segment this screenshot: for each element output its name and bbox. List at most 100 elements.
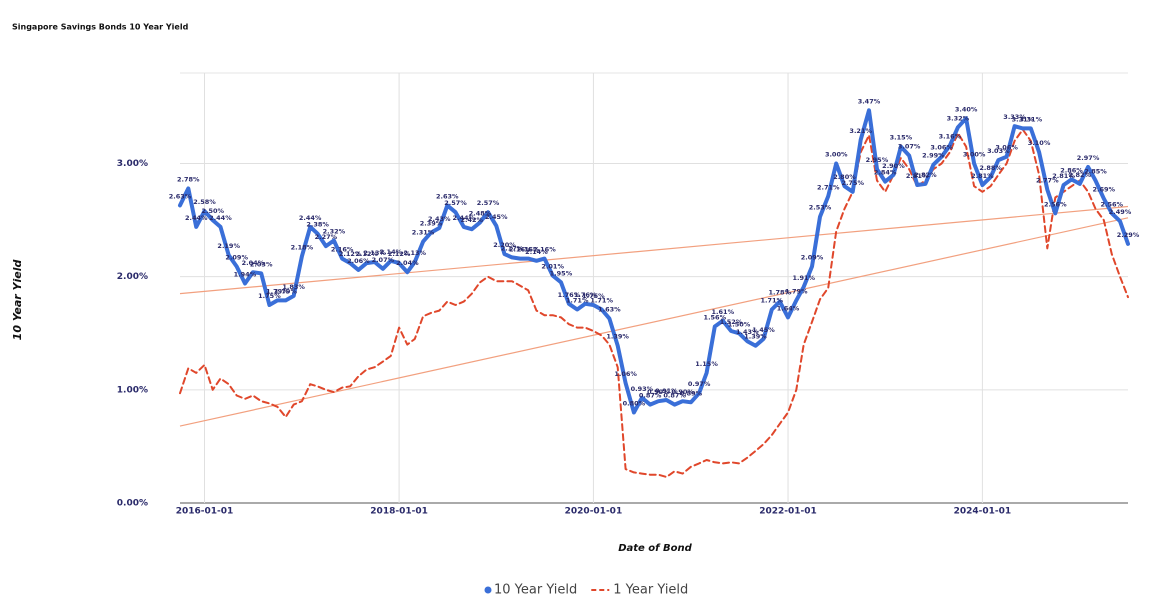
data-label: 1.79%	[266, 287, 289, 295]
data-label: 2.80%	[833, 173, 856, 181]
y-tick-label: 0.00%	[117, 499, 148, 509]
y-axis-label: 10 Year Yield	[11, 260, 24, 341]
data-label: 3.06%	[995, 144, 1018, 152]
x-tick-label: 2018-01-01	[370, 507, 428, 517]
data-label: 2.13%	[404, 249, 427, 257]
data-label: 2.03%	[250, 260, 273, 268]
data-label: 1.43%	[736, 328, 759, 336]
data-label: 2.69%	[1092, 186, 1115, 194]
data-label: 1.63%	[598, 306, 621, 314]
data-label: 1.91%	[792, 274, 815, 282]
series-line	[179, 128, 1129, 478]
data-label: 2.16%	[331, 246, 354, 254]
data-label: 1.39%	[744, 333, 767, 341]
data-label: 1.79%	[274, 287, 297, 295]
data-label: 3.07%	[898, 143, 921, 151]
data-label: 1.79%	[785, 287, 808, 295]
data-label: 3.00%	[963, 151, 986, 159]
data-label: 0.90%	[647, 388, 670, 396]
data-label: 2.48%	[469, 209, 492, 217]
data-label: 2.20%	[493, 241, 516, 249]
data-label: 2.63%	[436, 192, 459, 200]
data-label: 1.75%	[582, 292, 605, 300]
trendline	[179, 205, 1129, 295]
data-label: 2.14%	[380, 248, 403, 256]
data-label: 3.16%	[939, 132, 962, 140]
data-label: 3.00%	[825, 151, 848, 159]
y-tick-label: 3.00%	[117, 159, 148, 169]
data-label: 3.10%	[1028, 139, 1051, 147]
data-label: 1.06%	[614, 370, 637, 378]
data-label: 1.75%	[258, 292, 281, 300]
data-label: 2.01%	[541, 263, 564, 271]
data-label: 1.83%	[282, 283, 305, 291]
data-label: 2.06%	[347, 257, 370, 265]
legend-label: 10 Year Yield	[494, 583, 577, 598]
data-label: 2.75%	[841, 179, 864, 187]
data-label: 1.15%	[695, 360, 718, 368]
x-tick-label: 2020-01-01	[565, 507, 623, 517]
data-label: 2.29%	[1117, 231, 1140, 239]
data-label: 2.85%	[1084, 168, 1107, 176]
data-label: 1.76%	[558, 291, 581, 299]
data-label: 2.53%	[809, 204, 832, 212]
data-label: 2.95%	[866, 156, 889, 164]
x-axis-label: Date of Bond	[618, 543, 692, 554]
data-label: 3.31%	[1020, 115, 1043, 123]
data-label: 2.77%	[1036, 177, 1059, 185]
data-label: 2.44%	[185, 214, 208, 222]
data-label: 1.71%	[590, 297, 613, 305]
data-label: 2.99%	[922, 152, 945, 160]
data-label: 2.19%	[217, 242, 240, 250]
data-label: 1.52%	[720, 318, 743, 326]
data-label: 2.97%	[1077, 154, 1100, 162]
data-label: 0.80%	[623, 399, 646, 407]
data-label: 2.16%	[509, 246, 532, 254]
x-tick-label: 2024-01-01	[954, 507, 1012, 517]
data-label: 2.13%	[363, 249, 386, 257]
data-label: 2.82%	[914, 171, 937, 179]
data-label: 1.61%	[712, 308, 735, 316]
data-label: 2.63%	[169, 192, 192, 200]
data-label: 2.71%	[817, 183, 840, 191]
data-label: 3.40%	[955, 105, 978, 113]
data-label: 1.64%	[777, 304, 800, 312]
data-label: 2.81%	[1052, 172, 1075, 180]
data-label: 2.07%	[372, 256, 395, 264]
data-label: 2.27%	[315, 233, 338, 241]
data-label: 1.78%	[769, 289, 792, 297]
data-label: 2.38%	[306, 221, 329, 229]
data-label: 0.90%	[671, 388, 694, 396]
x-tick-label: 2022-01-01	[759, 507, 817, 517]
data-label: 2.04%	[396, 259, 419, 267]
data-label: 2.17%	[501, 244, 524, 252]
data-label: 2.12%	[355, 250, 378, 258]
data-label: 2.81%	[906, 172, 929, 180]
data-label: 1.39%	[606, 333, 629, 341]
data-label: 3.32%	[947, 114, 970, 122]
trendline	[179, 217, 1129, 427]
data-label: 2.82%	[1069, 171, 1092, 179]
data-label: 2.14%	[525, 248, 548, 256]
data-label: 2.44%	[299, 214, 322, 222]
data-label: 2.50%	[201, 207, 224, 215]
data-label: 2.57%	[477, 199, 500, 207]
data-label: 1.94%	[234, 270, 257, 278]
y-tick-label: 2.00%	[117, 272, 148, 282]
data-label: 2.42%	[460, 216, 483, 224]
data-label: 2.56%	[1044, 200, 1067, 208]
legend-swatch	[484, 586, 492, 594]
data-label: 2.57%	[444, 199, 467, 207]
data-label: 2.45%	[485, 213, 508, 221]
data-label: 2.90%	[882, 162, 905, 170]
data-label: 2.86%	[1060, 166, 1083, 174]
data-label: 1.45%	[752, 326, 775, 334]
data-label: 2.88%	[979, 164, 1002, 172]
data-label: 0.89%	[680, 389, 703, 397]
data-label: 3.21%	[849, 127, 872, 135]
data-label: 2.56%	[1100, 200, 1123, 208]
data-label: 0.91%	[655, 387, 678, 395]
data-label: 1.76%	[574, 291, 597, 299]
data-label: 1.95%	[550, 269, 573, 277]
